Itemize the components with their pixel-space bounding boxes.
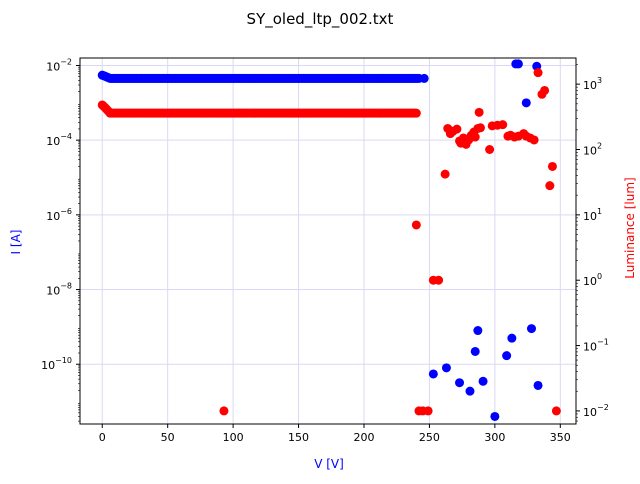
data-point (529, 135, 539, 145)
x-tick-label: 0 (99, 431, 106, 444)
y-left-tick-label: 10−2 (46, 57, 72, 73)
data-point (440, 169, 450, 179)
x-tick-label: 200 (353, 431, 374, 444)
data-point (475, 123, 485, 133)
x-axis-ticks: 0 50 100 150 200 250 300 350 (99, 424, 571, 444)
data-point (513, 59, 523, 69)
data-point (455, 378, 465, 388)
grid-lines (80, 58, 576, 424)
data-point (411, 220, 421, 230)
x-tick-label: 250 (419, 431, 440, 444)
y-right-tick-label: 102 (583, 142, 602, 158)
y-left-tick-label: 10−6 (46, 207, 72, 223)
data-point (527, 324, 537, 334)
y-right-tick-label: 100 (583, 272, 602, 288)
y-right-tick-label: 101 (583, 207, 602, 223)
y-right-tick-label: 103 (583, 76, 602, 92)
y-right-tick-label: 10−1 (583, 338, 609, 354)
y-axis-left-label: I [A] (9, 230, 23, 255)
data-point (219, 406, 229, 416)
data-point (474, 107, 484, 117)
data-point (419, 73, 429, 83)
data-point (465, 386, 475, 396)
x-axis-label: V [V] (314, 457, 344, 471)
y-axis-left-ticks: 10−10 10−8 10−6 10−4 10−2 (41, 57, 80, 422)
data-point (507, 333, 517, 343)
data-point (434, 275, 444, 285)
x-tick-label: 150 (288, 431, 309, 444)
data-point (423, 406, 433, 416)
y-right-tick-label: 10−2 (583, 403, 609, 419)
data-point (470, 132, 480, 142)
y-axis-right-ticks: 10−2 10−1 100 101 102 103 (576, 64, 609, 422)
data-point (547, 161, 557, 171)
y-axis-right-label: Luminance [lum] (623, 177, 637, 278)
data-point (441, 363, 451, 373)
y-left-tick-label: 10−4 (46, 132, 72, 148)
luminance-series (97, 68, 561, 416)
data-point (470, 346, 480, 356)
x-tick-label: 100 (223, 431, 244, 444)
data-point (540, 85, 550, 95)
data-point (485, 145, 495, 154)
y-left-tick-label: 10−10 (41, 356, 72, 372)
current-series (97, 59, 543, 421)
x-tick-label: 300 (484, 431, 505, 444)
data-point (551, 406, 561, 416)
data-point (478, 376, 488, 386)
plot-layer: 0 50 100 150 200 250 300 35010−1010−810−610−410… (41, 57, 609, 444)
data-point (533, 68, 543, 78)
data-point (533, 380, 543, 390)
data-point (545, 181, 555, 191)
data-point (428, 369, 438, 379)
data-point (502, 351, 512, 361)
y-left-tick-label: 10−8 (46, 282, 72, 298)
data-point (498, 120, 508, 130)
data-point (411, 108, 421, 118)
x-tick-label: 350 (550, 431, 571, 444)
data-point (452, 124, 462, 134)
data-point (521, 98, 531, 108)
data-point (473, 326, 483, 336)
x-tick-label: 50 (161, 431, 175, 444)
chart-title: SY_oled_ltp_002.txt (247, 10, 394, 29)
data-point (490, 411, 500, 421)
